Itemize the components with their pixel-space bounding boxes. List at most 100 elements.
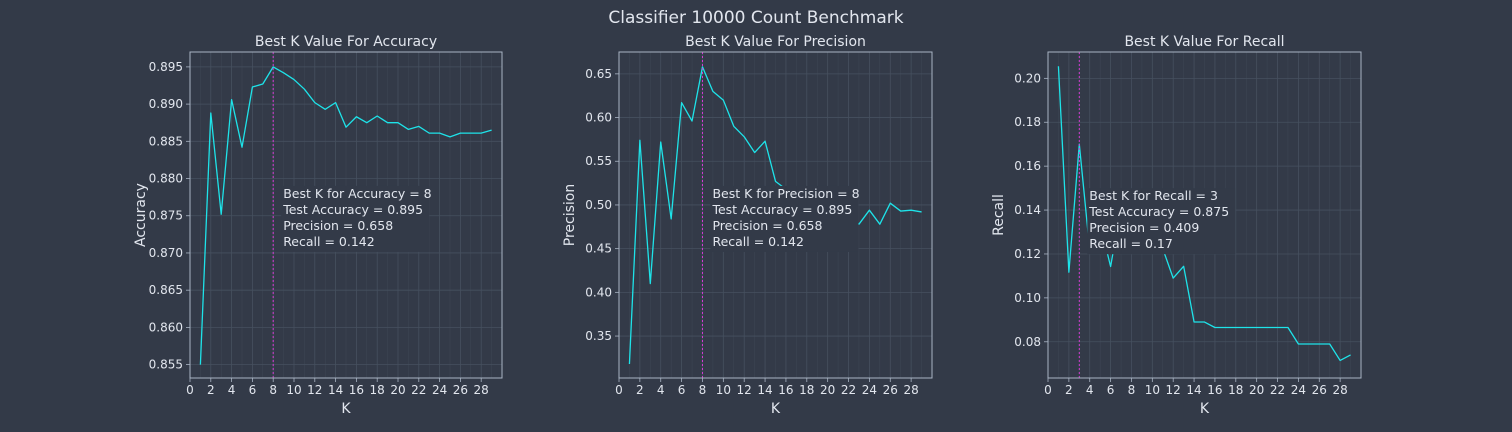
y-tick-label: 0.60 — [585, 111, 612, 125]
annotation-line: Precision = 0.658 — [283, 218, 393, 233]
x-tick-label: 10 — [286, 383, 301, 397]
x-tick-label: 26 — [883, 383, 898, 397]
annotation-line: Recall = 0.17 — [1089, 236, 1173, 251]
y-tick-label: 0.12 — [1014, 247, 1041, 261]
series-line — [628, 66, 922, 365]
x-tick-label: 8 — [1128, 383, 1136, 397]
y-tick-label: 0.40 — [585, 285, 612, 299]
x-tick-label: 2 — [207, 383, 215, 397]
annotation-background — [1087, 188, 1236, 255]
series-line — [199, 66, 492, 365]
subplot-2: 0 2 4 6 8 10 12 14 16 18 20 22 24 26 280.350.400.450.5… — [562, 34, 933, 417]
annotation-background — [281, 185, 430, 252]
x-tick-label: 22 — [411, 383, 426, 397]
x-tick-label: 22 — [841, 383, 856, 397]
x-tick-label: 28 — [1332, 383, 1347, 397]
x-tick-label: 10 — [1145, 383, 1160, 397]
x-tick-label: 0 — [615, 383, 623, 397]
y-tick-label: 0.18 — [1014, 115, 1041, 129]
chart-title: Best K Value For Precision — [685, 34, 866, 50]
x-tick-label: 12 — [737, 383, 752, 397]
annotation-line: Test Accuracy = 0.895 — [711, 202, 852, 217]
x-tick-label: 18 — [370, 383, 385, 397]
x-tick-label: 10 — [716, 383, 731, 397]
x-tick-label: 22 — [1270, 383, 1285, 397]
x-tick-label: 4 — [1086, 383, 1094, 397]
annotation-line: Precision = 0.658 — [712, 218, 822, 233]
annotation-line: Recall = 0.142 — [712, 234, 804, 249]
y-tick-label: 0.35 — [585, 329, 612, 343]
annotation-line: Test Accuracy = 0.875 — [1088, 204, 1229, 219]
x-tick-label: 6 — [1107, 383, 1115, 397]
x-tick-label: 4 — [228, 383, 236, 397]
x-tick-label: 24 — [1291, 383, 1306, 397]
annotation-line: Best K for Accuracy = 8 — [283, 186, 431, 201]
y-axis-label: Precision — [562, 184, 578, 246]
y-tick-label: 0.860 — [149, 320, 183, 334]
x-tick-label: 26 — [453, 383, 468, 397]
x-tick-label: 4 — [657, 383, 665, 397]
x-tick-label: 24 — [432, 383, 447, 397]
y-tick-label: 0.875 — [149, 209, 183, 223]
annotation-background — [710, 185, 859, 252]
y-tick-label: 0.885 — [149, 134, 183, 148]
x-tick-label: 16 — [1207, 383, 1222, 397]
subplot-panels: 0 2 4 6 8 10 12 14 16 18 20 22 24 26 280.8550.8600.865… — [133, 34, 1362, 417]
y-axis-label: Accuracy — [133, 183, 149, 247]
axes-frame — [1047, 51, 1362, 379]
x-tick-label: 8 — [269, 383, 277, 397]
y-tick-label: 0.890 — [149, 97, 183, 111]
x-tick-label: 2 — [1065, 383, 1073, 397]
y-tick-label: 0.20 — [1014, 71, 1041, 85]
annotation-line: Precision = 0.409 — [1089, 220, 1199, 235]
axes-frame — [189, 51, 503, 379]
x-tick-label: 14 — [757, 383, 772, 397]
chart-title: Best K Value For Accuracy — [255, 34, 437, 50]
x-tick-label: 8 — [699, 383, 707, 397]
x-tick-label: 14 — [1186, 383, 1201, 397]
y-tick-label: 0.855 — [149, 358, 183, 372]
y-tick-label: 0.45 — [585, 242, 612, 256]
y-tick-label: 0.14 — [1014, 203, 1041, 217]
x-tick-label: 26 — [1312, 383, 1327, 397]
y-tick-label: 0.865 — [149, 283, 183, 297]
x-tick-label: 28 — [474, 383, 489, 397]
x-tick-label: 18 — [799, 383, 814, 397]
x-tick-label: 0 — [1044, 383, 1052, 397]
x-tick-label: 16 — [778, 383, 793, 397]
x-tick-label: 2 — [636, 383, 644, 397]
chart-title: Best K Value For Recall — [1124, 34, 1284, 50]
x-axis-label: K — [341, 401, 351, 417]
annotation-line: Recall = 0.142 — [283, 234, 375, 249]
figure-suptitle: Classifier 10000 Count Benchmark — [608, 8, 903, 28]
y-tick-label: 0.08 — [1014, 335, 1041, 349]
axes-frame — [618, 51, 933, 379]
x-tick-label: 20 — [390, 383, 405, 397]
x-axis-label: K — [771, 401, 781, 417]
annotation-line: Test Accuracy = 0.895 — [282, 202, 423, 217]
x-tick-label: 28 — [903, 383, 918, 397]
x-tick-label: 0 — [186, 383, 194, 397]
annotation-line: Best K for Precision = 8 — [712, 186, 859, 201]
x-tick-label: 24 — [862, 383, 877, 397]
x-tick-label: 14 — [328, 383, 343, 397]
y-tick-label: 0.50 — [585, 198, 612, 212]
x-axis-label: K — [1200, 401, 1210, 417]
annotation-line: Best K for Recall = 3 — [1089, 188, 1218, 203]
x-tick-label: 12 — [307, 383, 322, 397]
x-tick-label: 20 — [1249, 383, 1264, 397]
y-tick-label: 0.65 — [585, 67, 612, 81]
x-tick-label: 18 — [1228, 383, 1243, 397]
y-tick-label: 0.55 — [585, 154, 612, 168]
y-tick-label: 0.870 — [149, 246, 183, 260]
x-tick-label: 20 — [820, 383, 835, 397]
y-tick-label: 0.16 — [1014, 159, 1041, 173]
y-axis-label: Recall — [991, 194, 1007, 236]
x-tick-label: 6 — [249, 383, 257, 397]
x-tick-label: 16 — [349, 383, 364, 397]
subplot-1: 0 2 4 6 8 10 12 14 16 18 20 22 24 26 280.8550.8600.865… — [133, 34, 503, 417]
subplot-3: 0 2 4 6 8 10 12 14 16 18 20 22 24 26 280.080.100.120.1… — [991, 34, 1362, 417]
y-tick-label: 0.895 — [149, 60, 183, 74]
y-tick-label: 0.10 — [1014, 291, 1041, 305]
